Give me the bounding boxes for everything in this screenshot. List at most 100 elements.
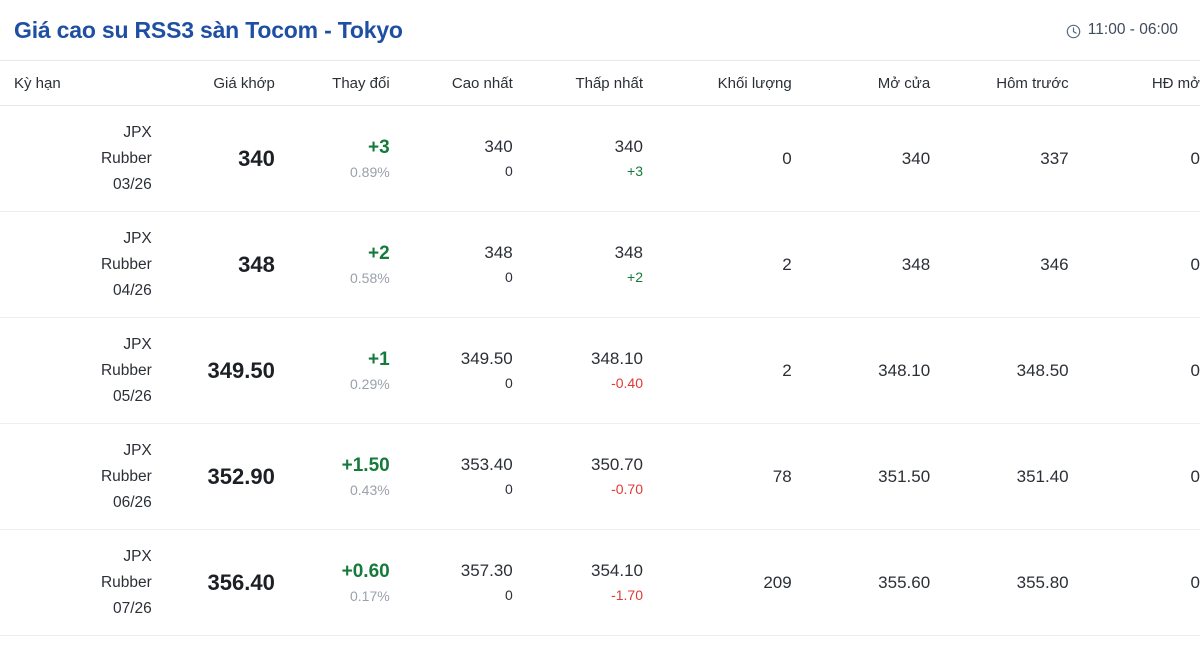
low-value: 348 <box>614 243 644 263</box>
change-stack: +1.50 0.43% <box>275 454 390 499</box>
previous-value: 337 <box>1040 148 1069 168</box>
column-header-volume[interactable]: Khối lượng <box>643 60 792 106</box>
low-stack: 350.70 -0.70 <box>513 454 643 499</box>
column-header-open[interactable]: Mở cửa <box>791 60 931 106</box>
high-sub-value: 0 <box>504 481 513 498</box>
change-percent: 0.29% <box>350 375 390 392</box>
open-value: 340 <box>901 148 931 168</box>
previous-value: 348.50 <box>1016 360 1069 380</box>
cell-change: +2 0.58% <box>274 211 390 318</box>
cell-previous: 355.80 <box>930 529 1069 636</box>
price-value: 349.50 <box>207 357 275 383</box>
term-line-3: 06/26 <box>112 493 152 511</box>
change-stack: +3 0.89% <box>275 136 390 181</box>
open-interest-value: 0 <box>1190 254 1200 274</box>
cell-open: 351.50 <box>791 423 931 530</box>
previous-value: 346 <box>1040 254 1069 274</box>
high-sub-value: 0 <box>504 163 513 180</box>
cell-price: 356.40 <box>151 529 275 636</box>
cell-volume: 78 <box>643 423 792 530</box>
volume-value: 2 <box>782 254 792 274</box>
column-header-previous[interactable]: Hôm trước <box>930 60 1069 106</box>
table-row[interactable]: JPX Rubber 05/26 349.50 +1 0.29% 349.50 0 348.10… <box>0 317 1200 424</box>
cell-low: 348 +2 <box>512 211 644 318</box>
low-sub-value: -1.70 <box>611 587 644 604</box>
page-title: Giá cao su RSS3 sàn Tocom - Tokyo <box>14 16 403 43</box>
cell-term[interactable]: JPX Rubber 07/26 <box>0 529 152 636</box>
high-value: 348 <box>484 243 513 263</box>
term-line-2: Rubber <box>100 149 152 167</box>
volume-value: 0 <box>782 148 792 168</box>
low-value: 348.10 <box>591 349 644 369</box>
cell-low: 354.10 -1.70 <box>512 529 644 636</box>
cell-previous: 337 <box>930 105 1069 212</box>
price-value: 348 <box>238 251 275 277</box>
cell-previous: 346 <box>930 211 1069 318</box>
table-row[interactable]: JPX Rubber 06/26 352.90 +1.50 0.43% 353.40 0 350… <box>0 423 1200 530</box>
high-stack: 340 0 <box>390 136 513 181</box>
term-line-3: 05/26 <box>112 387 152 405</box>
open-interest-value: 0 <box>1190 572 1200 592</box>
cell-volume: 209 <box>643 529 792 636</box>
table-row[interactable]: JPX Rubber 03/26 340 +3 0.89% 340 0 340 +3 0 340 337… <box>0 105 1200 212</box>
cell-term[interactable]: JPX Rubber 04/26 <box>0 211 152 318</box>
cell-term[interactable]: JPX Rubber 06/26 <box>0 423 152 530</box>
open-interest-value: 0 <box>1190 466 1200 486</box>
column-header-change[interactable]: Thay đổi <box>274 60 390 106</box>
table-row[interactable]: JPX Rubber 04/26 348 +2 0.58% 348 0 348 +2 2 348 346… <box>0 211 1200 318</box>
change-percent: 0.17% <box>350 587 390 604</box>
cell-open: 340 <box>791 105 931 212</box>
futures-quote-table: Kỳ hạn Giá khớp Thay đổi Cao nhất Thấp n… <box>0 60 1200 636</box>
volume-value: 2 <box>782 360 792 380</box>
previous-value: 351.40 <box>1016 466 1069 486</box>
session-time: 11:00 - 06:00 <box>1066 21 1178 39</box>
cell-change: +1 0.29% <box>274 317 390 424</box>
column-header-high[interactable]: Cao nhất <box>389 60 513 106</box>
volume-value: 78 <box>772 466 792 486</box>
cell-open-interest: 0 <box>1068 423 1200 530</box>
term-line-1: JPX <box>123 441 152 459</box>
column-header-price[interactable]: Giá khớp <box>151 60 275 106</box>
change-percent: 0.89% <box>350 163 390 180</box>
cell-low: 348.10 -0.40 <box>512 317 644 424</box>
high-sub-value: 0 <box>504 269 513 286</box>
cell-term[interactable]: JPX Rubber 03/26 <box>0 105 152 212</box>
change-stack: +2 0.58% <box>275 242 390 287</box>
low-stack: 348 +2 <box>513 242 643 287</box>
change-stack: +1 0.29% <box>275 348 390 393</box>
cell-high: 357.30 0 <box>389 529 513 636</box>
cell-high: 340 0 <box>389 105 513 212</box>
term-line-2: Rubber <box>100 467 152 485</box>
term-line-1: JPX <box>123 229 152 247</box>
high-stack: 348 0 <box>390 242 513 287</box>
cell-open: 355.60 <box>791 529 931 636</box>
cell-price: 352.90 <box>151 423 275 530</box>
cell-term[interactable]: JPX Rubber 05/26 <box>0 317 152 424</box>
cell-price: 340 <box>151 105 275 212</box>
cell-volume: 2 <box>643 211 792 318</box>
cell-open: 348 <box>791 211 931 318</box>
cell-price: 348 <box>151 211 275 318</box>
high-stack: 349.50 0 <box>390 348 513 393</box>
column-header-term[interactable]: Kỳ hạn <box>0 60 152 106</box>
low-value: 340 <box>614 137 644 157</box>
change-percent: 0.43% <box>350 481 390 498</box>
cell-high: 353.40 0 <box>389 423 513 530</box>
page-header: Giá cao su RSS3 sàn Tocom - Tokyo 11:00 … <box>0 0 1200 60</box>
cell-previous: 351.40 <box>930 423 1069 530</box>
term-line-3: 03/26 <box>112 175 152 193</box>
table-row[interactable]: JPX Rubber 07/26 356.40 +0.60 0.17% 357.30 0 354… <box>0 529 1200 636</box>
term-line-3: 04/26 <box>112 281 152 299</box>
column-header-open-interest[interactable]: HĐ mở <box>1068 60 1200 106</box>
cell-open-interest: 0 <box>1068 211 1200 318</box>
column-header-low[interactable]: Thấp nhất <box>512 60 644 106</box>
change-value: +0.60 <box>341 560 390 582</box>
low-sub-value: +3 <box>627 163 644 180</box>
cell-open-interest: 0 <box>1068 317 1200 424</box>
cell-low: 350.70 -0.70 <box>512 423 644 530</box>
high-sub-value: 0 <box>504 375 513 392</box>
cell-volume: 2 <box>643 317 792 424</box>
high-value: 349.50 <box>460 349 513 369</box>
low-stack: 354.10 -1.70 <box>513 560 643 605</box>
term-line-1: JPX <box>123 335 152 353</box>
